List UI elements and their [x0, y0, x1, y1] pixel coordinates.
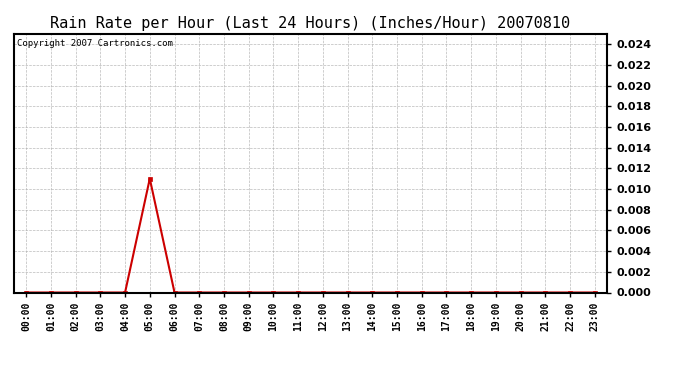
Title: Rain Rate per Hour (Last 24 Hours) (Inches/Hour) 20070810: Rain Rate per Hour (Last 24 Hours) (Inch…: [50, 16, 571, 31]
Text: Copyright 2007 Cartronics.com: Copyright 2007 Cartronics.com: [17, 39, 172, 48]
